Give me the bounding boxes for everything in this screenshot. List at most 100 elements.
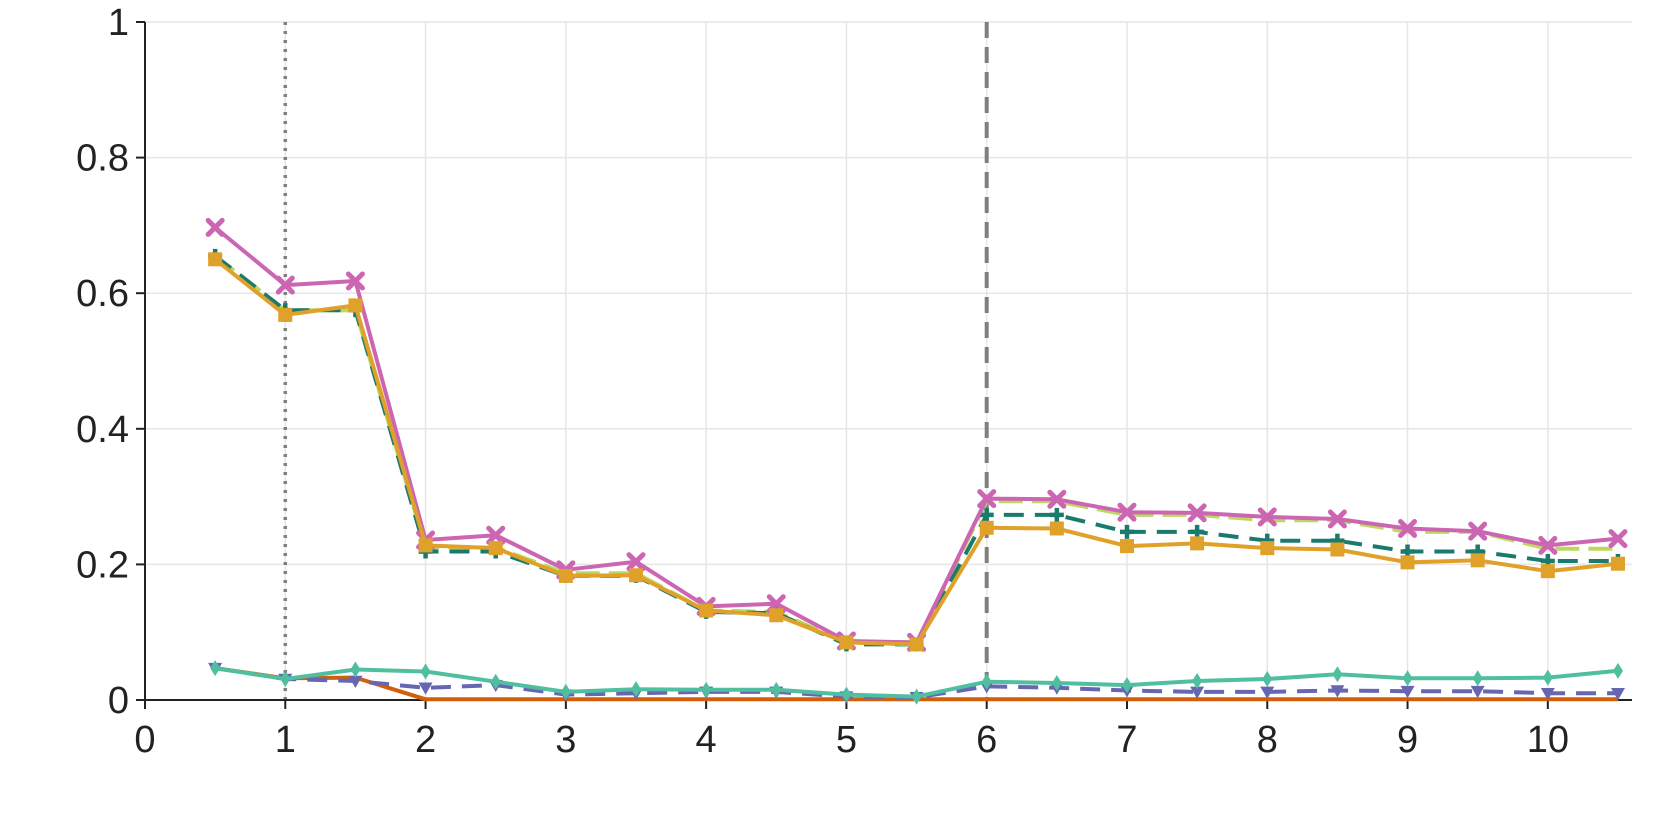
data-point — [1257, 507, 1277, 527]
x-tick-label: 4 — [696, 719, 717, 761]
data-point — [1262, 670, 1273, 687]
data-point — [1330, 685, 1345, 698]
data-point — [1472, 670, 1483, 687]
data-point — [1049, 507, 1064, 522]
data-point — [1051, 675, 1062, 692]
data-point — [701, 681, 712, 698]
data-point — [1327, 509, 1347, 529]
data-point — [626, 552, 646, 572]
tick-labels: 0 1 2 3 4 5 6 7 8 9 10 0 0.2 0.4 0.6 0.8 1 — [76, 2, 1569, 761]
data-point — [210, 660, 221, 677]
data-point — [1119, 524, 1134, 539]
data-point — [979, 507, 994, 522]
y-tick-label: 0 — [108, 680, 129, 722]
data-point — [1538, 535, 1558, 555]
y-tick-label: 0.4 — [76, 409, 129, 451]
data-point — [1190, 686, 1205, 699]
marker-stroke — [486, 525, 506, 545]
data-point — [769, 608, 784, 623]
marker-stroke — [1398, 518, 1418, 538]
data-point — [1402, 670, 1413, 687]
data-point — [278, 307, 293, 322]
series-line — [213, 254, 1618, 647]
marker-stroke — [1187, 503, 1207, 523]
series — [210, 660, 1623, 705]
data-point — [1540, 564, 1555, 579]
marker-stroke — [1608, 529, 1628, 549]
x-tick-label: 6 — [976, 719, 997, 761]
data-point — [911, 688, 922, 705]
x-tick-label: 2 — [415, 719, 436, 761]
data-point — [1470, 553, 1485, 568]
data-point — [280, 670, 291, 687]
series — [205, 217, 1628, 652]
data-point — [1542, 669, 1553, 686]
data-point — [1119, 539, 1134, 554]
marker-stroke — [1327, 509, 1347, 529]
data-point — [1192, 673, 1203, 690]
data-point — [420, 663, 431, 680]
data-point — [1398, 518, 1418, 538]
data-point — [345, 271, 365, 291]
data-point — [418, 682, 433, 695]
data-point — [350, 661, 361, 678]
data-point — [630, 681, 641, 698]
data-point — [1117, 502, 1137, 522]
marker-stroke — [626, 552, 646, 572]
y-tick-label: 1 — [108, 2, 129, 44]
data-point — [1049, 521, 1064, 536]
data-point — [909, 637, 924, 652]
data-point — [348, 675, 363, 689]
data-point — [841, 686, 852, 703]
data-point — [205, 217, 225, 237]
series — [208, 248, 1625, 652]
marker-stroke — [1117, 502, 1137, 522]
series-line — [214, 666, 1618, 700]
data-point — [208, 252, 223, 267]
data-point — [1608, 529, 1628, 549]
data-point — [1121, 677, 1132, 694]
marker-stroke — [1257, 507, 1277, 527]
data-point — [1400, 555, 1415, 570]
marker-stroke — [977, 489, 997, 509]
data-point — [1332, 666, 1343, 683]
y-tick-label: 0.2 — [76, 544, 129, 586]
x-tick-label: 8 — [1257, 719, 1278, 761]
data-point — [1612, 662, 1623, 679]
data-point — [1468, 521, 1488, 541]
reference-lines — [283, 22, 989, 700]
data-point — [979, 520, 994, 535]
data-point — [1047, 489, 1067, 509]
data-point — [839, 635, 854, 650]
x-tick-label: 0 — [134, 719, 155, 761]
data-point — [699, 603, 714, 618]
y-tick-label: 0.6 — [76, 273, 129, 315]
data-point — [1470, 685, 1485, 699]
data-point — [771, 681, 782, 698]
marker-stroke — [1538, 535, 1558, 555]
data-point — [275, 275, 295, 295]
x-tick-label: 1 — [275, 719, 296, 761]
data-point — [1260, 541, 1275, 556]
x-tick-label: 5 — [836, 719, 857, 761]
x-tick-label: 3 — [555, 719, 576, 761]
data-point — [1260, 686, 1275, 699]
marker-stroke — [205, 217, 225, 237]
data-point — [348, 298, 363, 313]
x-tick-label: 9 — [1397, 719, 1418, 761]
data-point — [418, 538, 433, 553]
data-point — [486, 525, 506, 545]
marker-stroke — [1468, 521, 1488, 541]
data-point — [1400, 685, 1415, 699]
data-point — [560, 683, 571, 700]
data-point — [1540, 687, 1555, 701]
data-point — [488, 541, 503, 556]
data-point — [1610, 687, 1625, 701]
data-point — [1187, 503, 1207, 523]
gridlines — [145, 21, 1632, 700]
y-tick-label: 0.8 — [76, 138, 129, 180]
data-point — [628, 568, 643, 583]
x-tick-label: 10 — [1527, 719, 1569, 761]
marker-stroke — [275, 275, 295, 295]
series-lines — [205, 217, 1628, 705]
